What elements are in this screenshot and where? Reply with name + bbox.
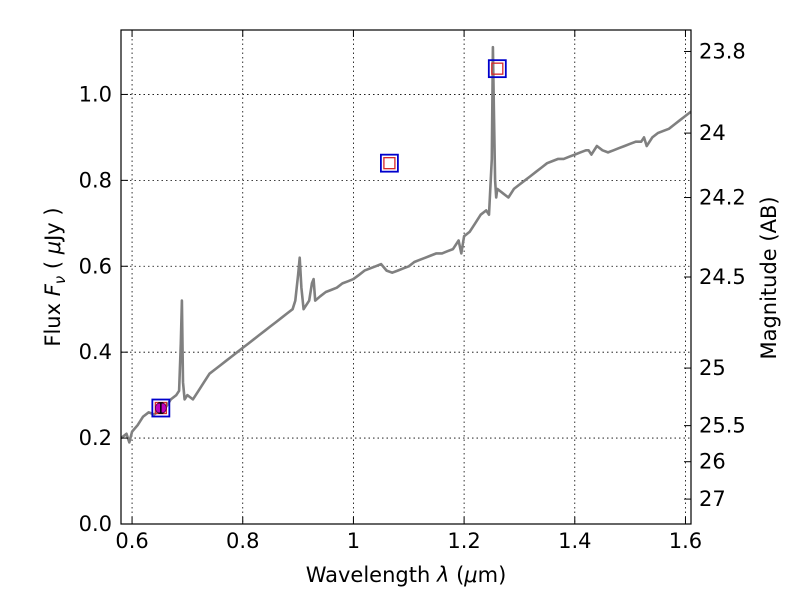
axes-layer: 0.6 0.8 1 1.2 1.4 1.6 0.0 0.2 0.4 0.6 0.8 1.0 23.8 24… <box>79 30 746 553</box>
y2-tick-label: 27 <box>699 487 726 511</box>
y-axis-title: Flux Fν ( μJy ) <box>41 207 69 346</box>
y-tick-label: 1.0 <box>79 82 112 106</box>
y-tick-label: 0.4 <box>79 340 112 364</box>
y2-tick-label: 23.8 <box>699 39 746 63</box>
model-point-marker <box>491 62 504 75</box>
y2-tick-label: 25.5 <box>699 414 746 438</box>
model-point-marker <box>383 157 396 170</box>
x-tick-label: 1 <box>347 529 360 553</box>
filter-box-marker <box>151 398 171 418</box>
y2-tick-label: 25 <box>699 356 726 380</box>
y-tick-label: 0.8 <box>79 168 112 192</box>
filter-box-marker <box>487 59 507 79</box>
y-tick-label: 0.0 <box>79 512 112 536</box>
spectrum-layer <box>121 45 691 444</box>
x-tick-label: 1.2 <box>447 529 480 553</box>
y2-tick-label: 24 <box>699 121 726 145</box>
x-tick-label: 1.4 <box>558 529 591 553</box>
y-tick-label: 0.2 <box>79 426 112 450</box>
y2-tick-label: 24.2 <box>699 186 746 210</box>
x-tick-label: 0.8 <box>226 529 259 553</box>
y2-axis-title: Magnitude (AB) <box>757 196 781 359</box>
y-tick-label: 0.6 <box>79 254 112 278</box>
marker-layer <box>151 59 507 418</box>
y2-tick-label: 26 <box>699 450 726 474</box>
x-axis-title: Wavelength λ (μm) <box>306 563 507 587</box>
spectrum-line <box>121 45 691 444</box>
x-tick-label: 0.6 <box>115 529 148 553</box>
y2-tick-label: 24.5 <box>699 265 746 289</box>
x-tick-label: 1.6 <box>669 529 702 553</box>
filter-box-marker <box>379 153 399 173</box>
